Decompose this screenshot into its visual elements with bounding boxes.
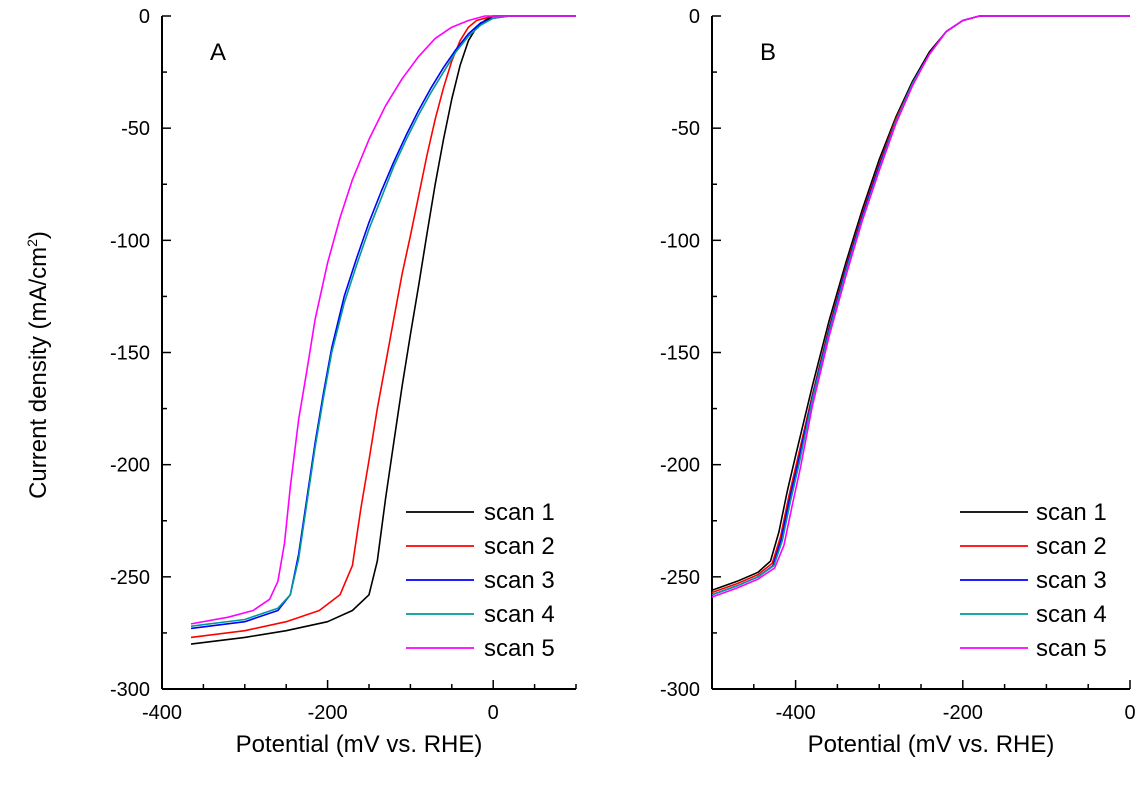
y-tick-label: -300 xyxy=(660,679,700,701)
x-tick-label: 0 xyxy=(1124,702,1135,724)
series-line xyxy=(190,15,576,627)
series-line xyxy=(190,15,576,639)
panel-label: B xyxy=(760,39,776,66)
legend-label: scan 2 xyxy=(1036,533,1107,560)
y-tick-label: -100 xyxy=(660,230,700,252)
y-tick-label: -50 xyxy=(121,118,150,140)
y-tick-label: -250 xyxy=(110,567,150,589)
y-tick-label: -50 xyxy=(671,118,700,140)
x-tick-label: 0 xyxy=(488,702,499,724)
legend-label: scan 4 xyxy=(484,601,555,628)
y-axis-label: Current density (mA/cm2) xyxy=(24,231,52,499)
x-tick-label: -400 xyxy=(776,702,816,724)
x-tick-label: -200 xyxy=(943,702,983,724)
y-tick-label: 0 xyxy=(689,6,700,28)
y-tick-label: -300 xyxy=(110,679,150,701)
x-tick-label: -400 xyxy=(142,702,182,724)
series-line xyxy=(711,15,1130,598)
legend-label: scan 2 xyxy=(484,533,555,560)
y-tick-label: -100 xyxy=(110,230,150,252)
legend-label: scan 3 xyxy=(1036,567,1107,594)
legend-label: scan 4 xyxy=(1036,601,1107,628)
y-tick-label: -150 xyxy=(660,343,700,365)
x-tick-label: -200 xyxy=(308,702,348,724)
y-tick-label: -200 xyxy=(660,455,700,477)
legend-label: scan 1 xyxy=(484,499,555,526)
x-axis-label: Potential (mV vs. RHE) xyxy=(236,731,483,758)
legend-label: scan 5 xyxy=(1036,635,1107,662)
legend-label: scan 3 xyxy=(484,567,555,594)
y-tick-label: -150 xyxy=(110,343,150,365)
panel-a: 0-50-100-150-200-250-300-400 -200 0Potenti… xyxy=(110,6,577,758)
y-tick-label: 0 xyxy=(139,6,150,28)
legend-label: scan 1 xyxy=(1036,499,1107,526)
series-line xyxy=(190,15,576,625)
y-tick-label: -200 xyxy=(110,455,150,477)
y-tick-label: -250 xyxy=(660,567,700,589)
series-line xyxy=(190,15,576,645)
x-axis-label: Potential (mV vs. RHE) xyxy=(808,731,1055,758)
panel-b: 0 -50 -100 -150 -200 -250 -300 -400 -200 0 Potenti… xyxy=(660,6,1136,758)
legend-label: scan 5 xyxy=(484,635,555,662)
panel-label: A xyxy=(210,39,226,66)
